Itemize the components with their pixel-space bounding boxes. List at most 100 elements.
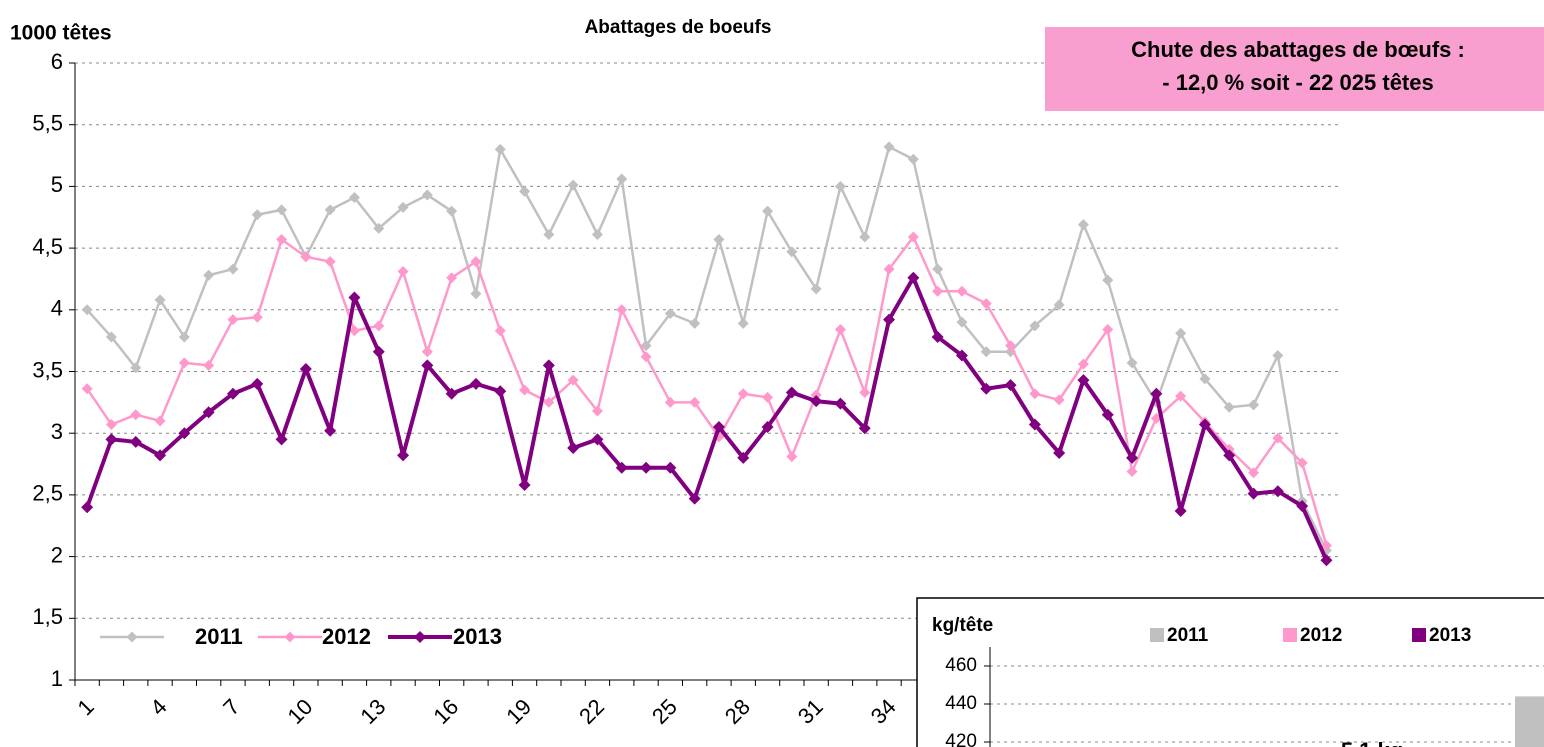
data-point: [567, 442, 580, 455]
x-tick-label: 22: [574, 694, 609, 729]
y-tick-label: 5,5: [32, 111, 63, 136]
y-tick-label: 420: [945, 731, 977, 747]
data-point: [543, 396, 555, 408]
data-point: [348, 291, 361, 304]
data-point: [712, 421, 725, 434]
data-point: [226, 387, 239, 400]
data-point: [81, 383, 93, 395]
data-point: [105, 419, 117, 431]
data-point: [1248, 467, 1260, 479]
data-point: [1223, 449, 1236, 462]
y-tick-label: 4,5: [32, 234, 63, 259]
data-point: [178, 357, 190, 369]
data-point: [446, 205, 458, 217]
data-point: [713, 233, 725, 245]
data-point: [1199, 373, 1211, 385]
y-tick-label: 460: [945, 655, 977, 676]
data-point: [1101, 408, 1114, 421]
data-point: [883, 141, 895, 153]
y-axis-label: kg/tête: [932, 615, 993, 636]
data-point: [372, 345, 385, 358]
x-tick-label: 31: [793, 694, 828, 729]
data-point: [591, 433, 604, 446]
data-point: [689, 317, 701, 329]
data-point: [251, 311, 263, 323]
data-point: [1053, 446, 1066, 459]
data-point: [907, 271, 920, 284]
data-point: [348, 325, 360, 337]
x-tick-label: 13: [355, 694, 390, 729]
data-point: [1271, 485, 1284, 498]
data-point: [907, 231, 919, 243]
data-point: [1296, 457, 1308, 469]
data-point: [810, 395, 823, 408]
data-point: [251, 209, 263, 221]
x-tick-label: 25: [647, 694, 682, 729]
data-point: [397, 449, 410, 462]
data-point: [324, 204, 336, 216]
series-line: [85, 275, 1329, 562]
data-point: [1174, 504, 1187, 517]
annotation: Chute des abattages de bœufs :: [1131, 37, 1465, 62]
data-point: [1077, 374, 1090, 387]
data-point: [1198, 418, 1211, 431]
data-point: [519, 185, 531, 197]
data-point: [1102, 324, 1114, 336]
legend-marker: [126, 631, 138, 643]
y-tick-label: 5: [51, 172, 63, 197]
data-point: [1005, 340, 1017, 352]
data-point: [421, 189, 433, 201]
data-point: [373, 320, 385, 332]
data-point: [664, 396, 676, 408]
data-point: [1248, 399, 1260, 411]
data-point: [203, 359, 215, 371]
data-point: [1272, 432, 1284, 444]
legend-label: 2013: [1429, 625, 1471, 646]
data-point: [1028, 418, 1041, 431]
data-point: [470, 256, 482, 268]
data-point: [980, 346, 992, 358]
y-tick-label: 3: [51, 419, 63, 444]
y-tick-label: 6: [51, 49, 63, 74]
data-point: [203, 269, 215, 281]
y-tick-label: 1,5: [32, 604, 63, 629]
data-point: [1150, 387, 1163, 400]
data-point: [932, 263, 944, 275]
legend-label: 2011: [1167, 625, 1209, 646]
x-tick-label: 7: [218, 694, 244, 720]
data-point: [81, 501, 94, 514]
data-point: [956, 285, 968, 297]
data-point: [519, 384, 531, 396]
legend-label: 2011: [195, 624, 243, 649]
data-point: [1004, 379, 1017, 392]
data-point: [1126, 357, 1138, 369]
data-point: [1053, 394, 1065, 406]
data-point: [1077, 358, 1089, 370]
data-point: [202, 406, 215, 419]
data-point: [105, 433, 118, 446]
data-point: [859, 386, 871, 398]
data-point: [591, 405, 603, 417]
data-point: [154, 415, 166, 427]
data-point: [1053, 299, 1065, 311]
data-point: [81, 304, 93, 316]
data-point: [1029, 388, 1041, 400]
data-point: [421, 346, 433, 358]
data-point: [300, 251, 312, 263]
data-point: [227, 314, 239, 326]
data-point: [786, 246, 798, 258]
data-point: [931, 330, 944, 343]
x-tick-label: 34: [866, 694, 901, 729]
data-point: [494, 143, 506, 155]
data-point: [276, 233, 288, 245]
data-point: [834, 180, 846, 192]
x-tick-label: 10: [283, 694, 318, 729]
y-tick-label: 4: [51, 296, 63, 321]
y-tick-label: 440: [945, 693, 977, 714]
data-point: [615, 461, 628, 474]
y-tick-label: 2: [51, 542, 63, 567]
data-point: [421, 359, 434, 372]
data-point: [129, 435, 142, 448]
data-point: [1247, 487, 1260, 500]
